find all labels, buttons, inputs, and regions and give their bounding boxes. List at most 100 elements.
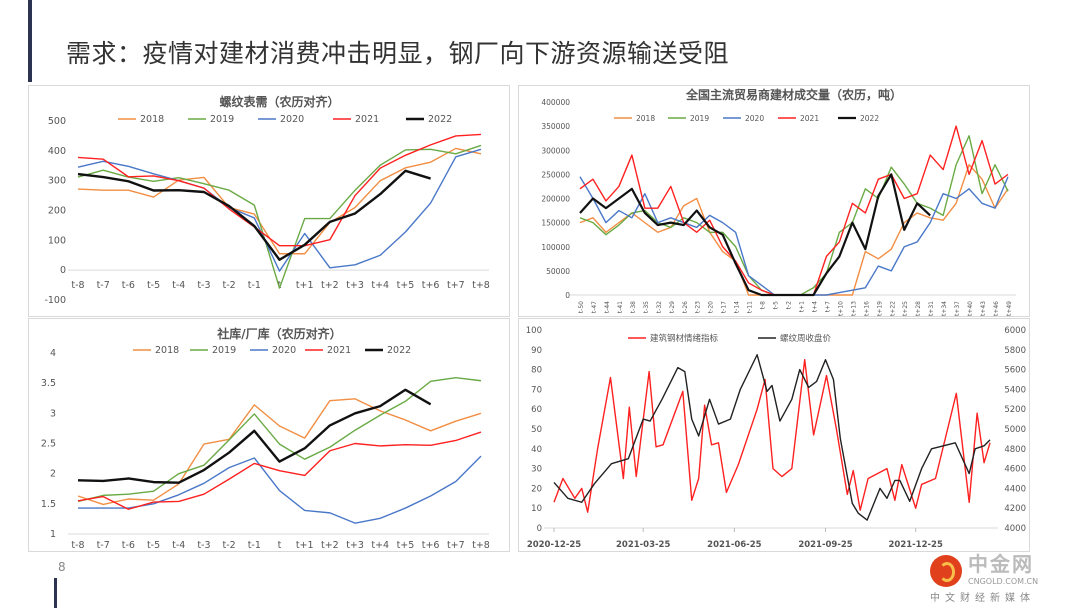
x-tick-label: t+3 xyxy=(346,540,364,551)
series-line-2022 xyxy=(77,388,432,484)
x-tick-label: t+34 xyxy=(941,301,948,316)
x-tick-label: t-3 xyxy=(197,280,210,291)
watermark-url: CNGOLD.COM.CN xyxy=(968,577,1039,586)
x-tick-label: t+8 xyxy=(472,280,490,291)
y-tick-label: 400000 xyxy=(541,98,570,107)
legend-label-2019: 2019 xyxy=(212,345,236,356)
legend-label-2020: 2020 xyxy=(272,345,296,356)
x-tick-label: t+19 xyxy=(876,301,883,316)
series-line-2018 xyxy=(77,398,482,506)
legend-label-2021: 2021 xyxy=(355,114,379,125)
legend-label-2022: 2022 xyxy=(860,114,879,123)
x-tick-label: t+25 xyxy=(902,301,909,316)
page-number: 8 xyxy=(58,560,66,574)
x-tick-label: t-41 xyxy=(617,301,624,313)
legend-label-2022: 2022 xyxy=(428,114,452,125)
x-tick-label: t-5 xyxy=(147,540,160,551)
series-line-螺纹周收盘价 xyxy=(553,354,991,521)
legend-label-2018: 2018 xyxy=(155,345,179,356)
series-line-2019 xyxy=(579,135,1009,296)
series-line-建筑钢材情绪指标 xyxy=(553,359,991,513)
legend-label-螺纹周收盘价: 螺纹周收盘价 xyxy=(780,333,832,344)
x-tick-label: t-7 xyxy=(97,540,110,551)
x-tick-label: t-26 xyxy=(682,301,689,313)
accent-bar-top xyxy=(28,0,32,82)
y-tick-label: 350000 xyxy=(541,122,570,131)
x-tick-label: t-20 xyxy=(708,301,715,313)
x-tick-label: t+10 xyxy=(837,301,844,316)
x-tick-label: t-8 xyxy=(71,540,84,551)
y-tick-label: 50 xyxy=(531,425,542,435)
legend-label-2021: 2021 xyxy=(327,345,351,356)
x-tick-label: t+3 xyxy=(346,280,364,291)
series-line-2022 xyxy=(579,173,931,297)
y-tick-label: 70 xyxy=(531,385,542,395)
x-tick-label: t-35 xyxy=(643,301,650,313)
x-tick-label: t+43 xyxy=(980,301,987,316)
x-tick-label: t+5 xyxy=(397,280,415,291)
x-tick-label: t-29 xyxy=(669,301,676,313)
x-tick-label: 2021-12-25 xyxy=(888,540,942,550)
x-tick-label: t-2 xyxy=(223,540,236,551)
y-tick-label: 400 xyxy=(48,146,66,157)
x-tick-label: t+16 xyxy=(863,301,870,316)
y2-tick-label: 4200 xyxy=(1004,504,1026,514)
y-tick-label: 3 xyxy=(50,408,56,419)
x-tick-label: t-1 xyxy=(248,280,261,291)
y-tick-label: 500 xyxy=(48,116,66,127)
y2-tick-label: 5200 xyxy=(1004,405,1026,415)
x-tick-label: t-1 xyxy=(248,540,261,551)
x-tick-label: t-7 xyxy=(97,280,110,291)
x-tick-label: t-14 xyxy=(734,301,741,313)
legend-label-2020: 2020 xyxy=(745,114,764,123)
x-tick-label: t-47 xyxy=(591,301,598,313)
chart-panel-rebar-demand xyxy=(28,85,510,317)
x-tick-label: t-5 xyxy=(147,280,160,291)
x-tick-label: 2020-12-25 xyxy=(527,540,581,550)
x-tick-label: t+8 xyxy=(472,540,490,551)
y2-tick-label: 5000 xyxy=(1004,425,1026,435)
x-tick-label: t-4 xyxy=(172,280,185,291)
x-tick-label: t-2 xyxy=(786,301,793,310)
y-tick-label: 10 xyxy=(531,504,542,514)
y-tick-label: 0 xyxy=(537,524,542,534)
chart-panel-trader-volume xyxy=(518,85,1030,317)
legend-label-建筑钢材情绪指标: 建筑钢材情绪指标 xyxy=(650,333,719,344)
y-tick-label: 40 xyxy=(531,445,542,455)
x-tick-label: t+1 xyxy=(296,540,314,551)
x-tick-label: t+1 xyxy=(296,280,314,291)
y-tick-label: 250000 xyxy=(541,170,570,179)
y-tick-label: 1 xyxy=(50,529,56,540)
watermark-brand: 中金网 xyxy=(968,552,1034,576)
legend-label-2021: 2021 xyxy=(800,114,819,123)
y2-tick-label: 4400 xyxy=(1004,484,1026,494)
y-tick-label: 300000 xyxy=(541,146,570,155)
x-tick-label: t-6 xyxy=(122,280,135,291)
series-line-2020 xyxy=(77,148,482,272)
series-line-2020 xyxy=(78,455,482,524)
x-tick-label: t+7 xyxy=(447,540,465,551)
watermark: 中金网 CNGOLD.COM.CN 中文财经新媒体 xyxy=(930,553,1078,608)
x-tick-label: t+2 xyxy=(321,280,339,291)
series-line-2021 xyxy=(77,431,482,510)
chart-panel-sentiment xyxy=(518,318,1030,552)
y2-tick-label: 6000 xyxy=(1004,326,1026,336)
series-line-2019 xyxy=(77,144,482,289)
y2-tick-label: 4800 xyxy=(1004,445,1026,455)
y-tick-label: 3.5 xyxy=(41,378,56,389)
y-tick-label: 20 xyxy=(531,484,542,494)
y-tick-label: 0 xyxy=(60,265,66,276)
x-tick-label: t+6 xyxy=(422,540,440,551)
y-tick-label: 300 xyxy=(48,176,66,187)
series-line-2021 xyxy=(77,133,482,247)
y-tick-label: 200 xyxy=(48,206,66,217)
x-tick-label: t+7 xyxy=(447,280,465,291)
chart-panel-inventory xyxy=(28,318,510,552)
x-tick-label: t-38 xyxy=(630,301,637,313)
x-tick-label: t-44 xyxy=(604,301,611,313)
x-tick-label: 2021-09-25 xyxy=(798,540,852,550)
x-tick-label: t+46 xyxy=(993,301,1000,316)
watermark-logo-icon xyxy=(930,555,962,587)
x-tick-label: t-3 xyxy=(197,540,210,551)
